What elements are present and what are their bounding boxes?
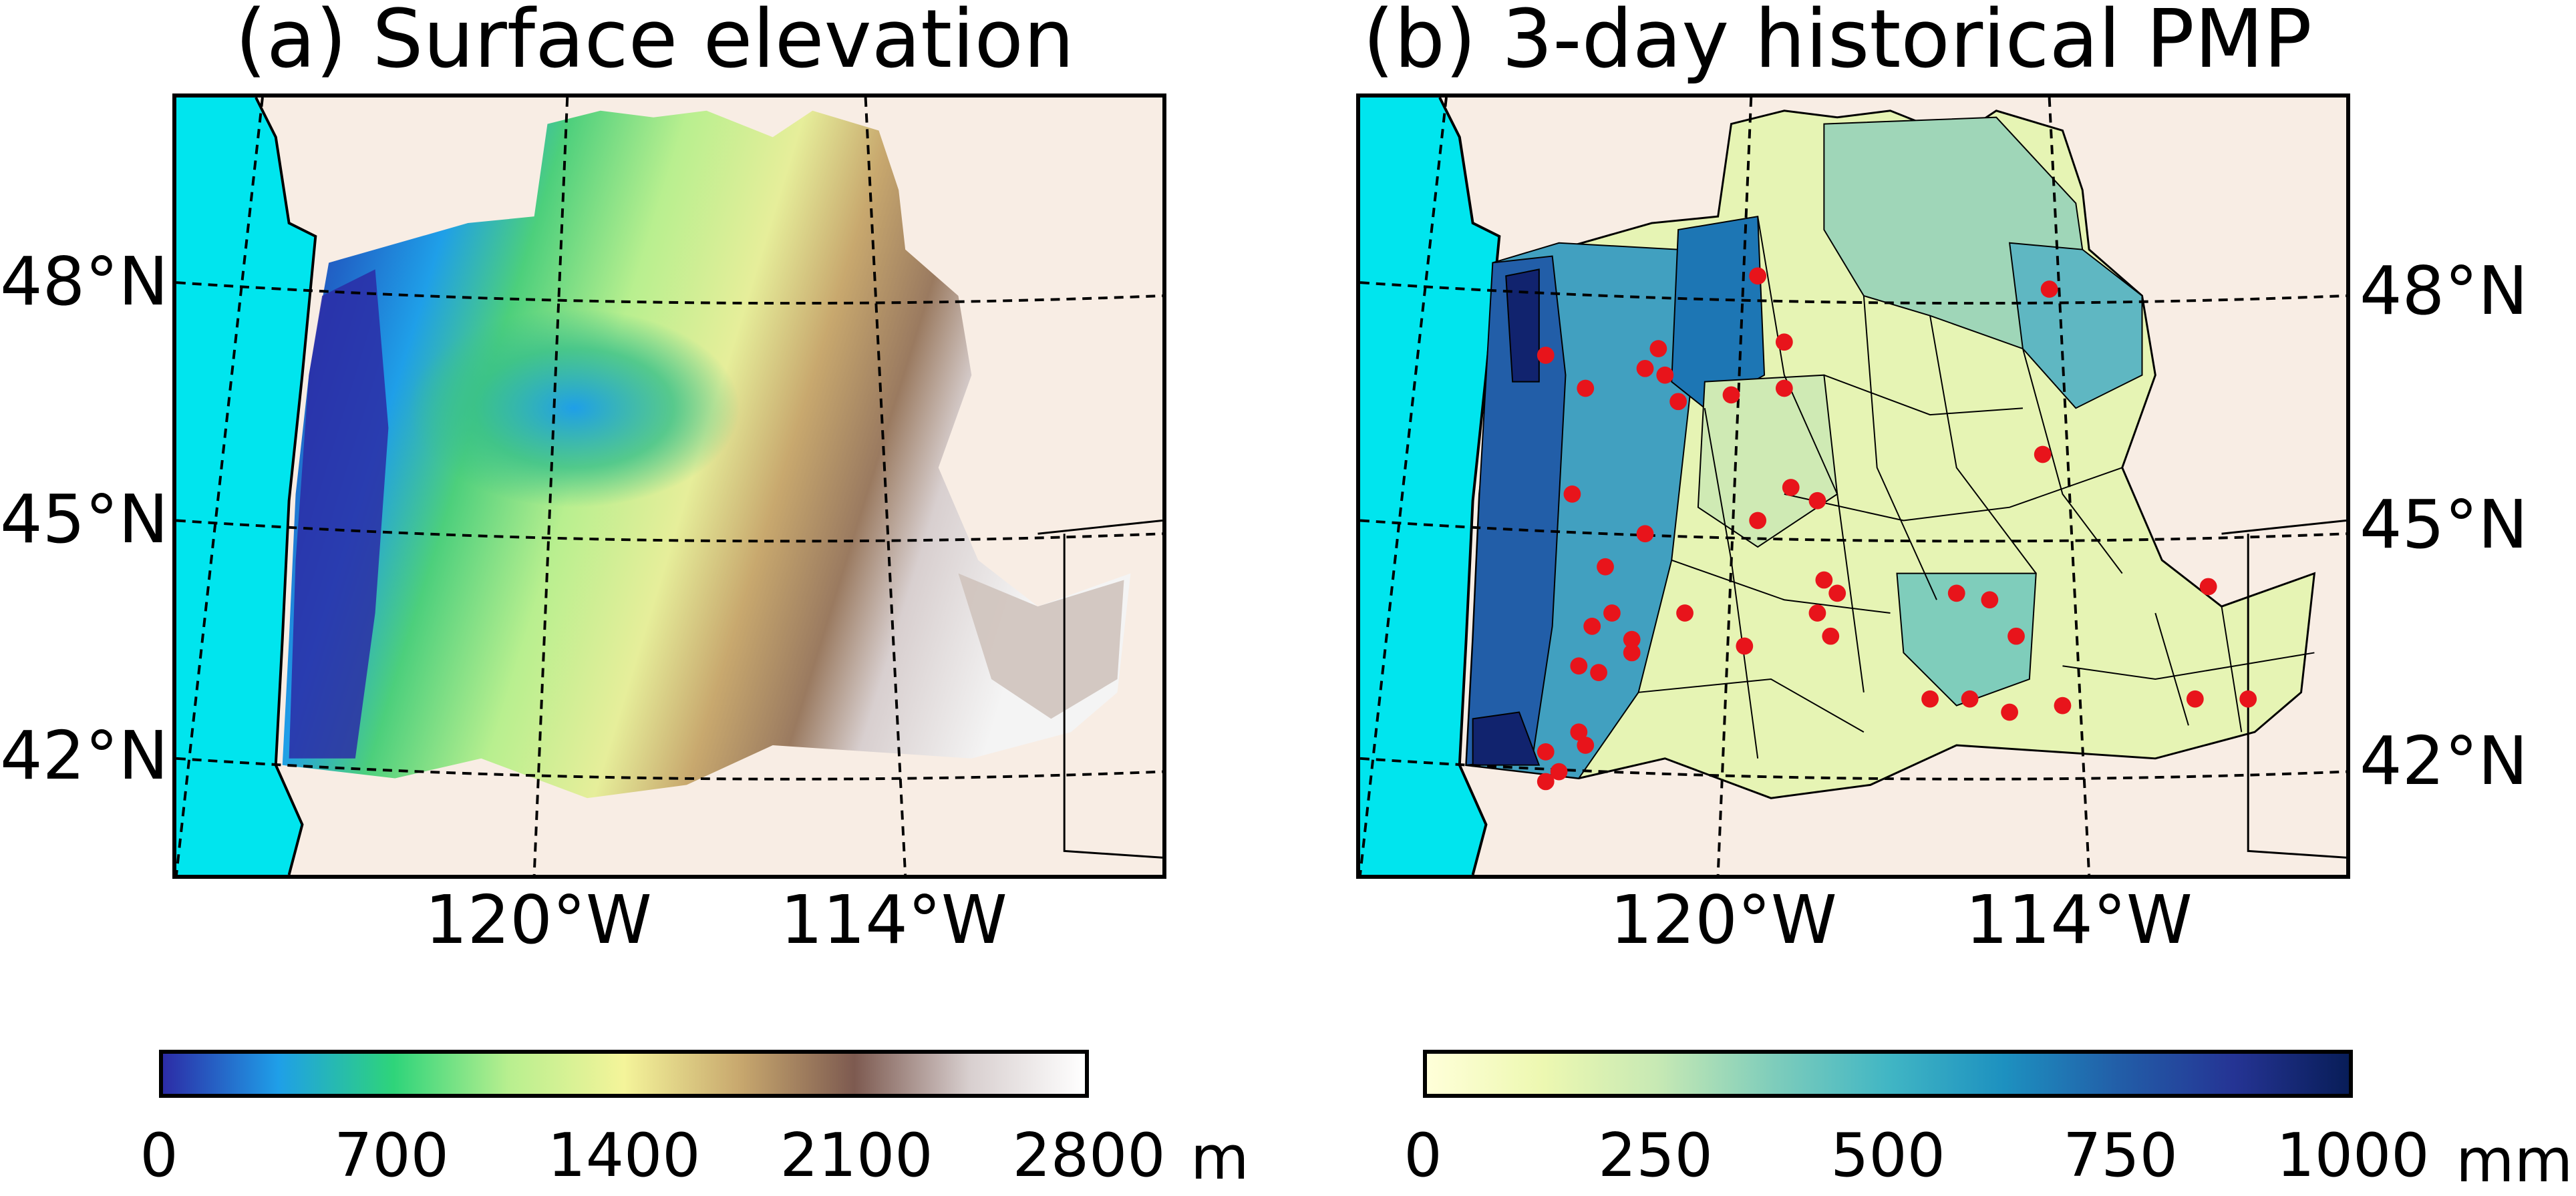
station-marker <box>1961 690 1979 708</box>
station-marker <box>1590 664 1607 681</box>
panel-a-cbar-tick-2100: 2100 <box>780 1121 933 1191</box>
station-marker <box>1649 340 1667 357</box>
station-marker <box>1676 604 1694 622</box>
station-marker <box>1636 359 1654 377</box>
station-marker <box>1669 393 1687 411</box>
panel-a-colorbar <box>159 1050 1089 1098</box>
panel-b-colorbar-gradient <box>1427 1054 2349 1094</box>
station-marker <box>1570 657 1588 675</box>
panel-b-cbar-tick-750: 750 <box>2063 1121 2178 1191</box>
station-marker <box>1577 379 1595 397</box>
station-marker <box>2034 445 2052 463</box>
station-marker <box>1550 763 1568 781</box>
panel-a-cbar-unit: m <box>1190 1123 1249 1193</box>
pacific-ocean <box>1360 97 1500 875</box>
station-marker <box>1603 604 1621 622</box>
station-marker <box>1623 630 1641 648</box>
panel-a-cbar-tick-1400: 1400 <box>547 1121 701 1191</box>
station-marker <box>1736 637 1754 655</box>
station-marker <box>2007 627 2025 645</box>
station-marker <box>1808 604 1826 622</box>
pmp-map-canvas <box>1360 97 2346 875</box>
station-marker <box>1775 379 1793 397</box>
panel-a-lat-label-45: 45°N <box>0 480 169 558</box>
station-marker <box>1782 479 1800 496</box>
panel-b-colorbar <box>1423 1050 2353 1098</box>
station-marker <box>1636 525 1654 543</box>
panel-a-lat-label-42: 42°N <box>0 717 169 795</box>
panel-b-lat-label-42: 42°N <box>2360 722 2529 800</box>
station-marker <box>2199 578 2217 596</box>
station-marker <box>1921 690 1939 708</box>
station-marker <box>1981 591 1999 609</box>
station-marker <box>1828 584 1846 602</box>
panel-a-cbar-tick-700: 700 <box>334 1121 449 1191</box>
pmp-map <box>1356 93 2350 879</box>
station-marker <box>1583 617 1601 635</box>
station-marker <box>2001 703 2018 721</box>
station-marker <box>1537 773 1555 791</box>
station-marker <box>2040 280 2058 298</box>
pacific-ocean <box>176 97 316 875</box>
panel-b-lat-label-45: 45°N <box>2360 485 2529 564</box>
station-marker <box>2239 690 2257 708</box>
panel-b-cbar-tick-500: 500 <box>1830 1121 1945 1191</box>
panel-a-cbar-tick-2800: 2800 <box>1012 1121 1166 1191</box>
station-marker <box>1597 558 1614 576</box>
panel-b-lon-label-120w: 120°W <box>1610 881 1837 959</box>
station-marker <box>1815 571 1833 589</box>
station-marker <box>1623 644 1641 662</box>
station-marker <box>2054 696 2072 715</box>
station-marker <box>1822 627 1840 645</box>
station-markers <box>1537 267 2257 791</box>
panel-a-lat-label-48: 48°N <box>0 242 169 321</box>
panel-b-lon-label-114w: 114°W <box>1965 881 2193 959</box>
panel-b-cbar-tick-250: 250 <box>1598 1121 1713 1191</box>
station-marker <box>1563 485 1581 503</box>
station-marker <box>1537 743 1555 761</box>
panel-b-cbar-unit: mm <box>2456 1126 2573 1196</box>
panel-b-cbar-tick-1000: 1000 <box>2276 1121 2430 1191</box>
station-marker <box>1722 386 1740 404</box>
panel-a-lon-label-120w: 120°W <box>425 881 652 959</box>
station-marker <box>1537 347 1555 364</box>
panel-b-title: (b) 3-day historical PMP <box>1363 0 2312 86</box>
station-marker <box>1570 723 1588 741</box>
panel-a-lon-label-114w: 114°W <box>780 881 1007 959</box>
panel-a-title: (a) Surface elevation <box>235 0 1075 86</box>
station-marker <box>1775 333 1793 351</box>
station-marker <box>1656 366 1674 384</box>
station-marker <box>1749 267 1767 285</box>
station-marker <box>1947 584 1965 602</box>
station-marker <box>1577 737 1595 754</box>
panel-a-cbar-tick-0: 0 <box>140 1121 178 1191</box>
station-marker <box>1749 512 1767 530</box>
elevation-map <box>172 93 1166 879</box>
panel-b-lat-label-48: 48°N <box>2360 252 2529 330</box>
panel-a-colorbar-gradient <box>163 1054 1085 1094</box>
elevation-map-canvas <box>176 97 1162 875</box>
panel-b-cbar-tick-0: 0 <box>1404 1121 1442 1191</box>
station-marker <box>1808 491 1826 510</box>
station-marker <box>2186 690 2204 708</box>
